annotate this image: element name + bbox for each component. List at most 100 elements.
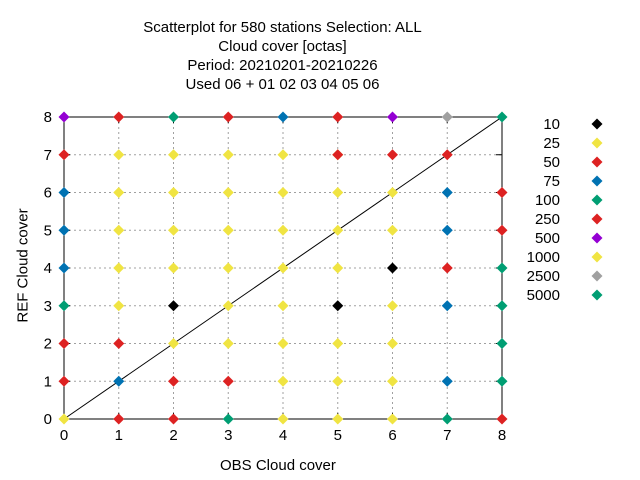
- data-point: [222, 413, 234, 425]
- data-point: [113, 187, 125, 198]
- data-point: [113, 149, 125, 161]
- data-point: [113, 375, 125, 387]
- x-tick-label: 3: [224, 427, 232, 444]
- data-point: [441, 149, 453, 161]
- data-point: [58, 300, 70, 312]
- data-point: [441, 187, 453, 198]
- data-point: [332, 375, 344, 387]
- data-point: [277, 300, 289, 312]
- data-point: [277, 413, 289, 425]
- data-point: [441, 224, 453, 236]
- data-point: [58, 187, 70, 198]
- legend-marker: [591, 137, 603, 149]
- legend-marker: [591, 251, 603, 263]
- data-point: [387, 375, 398, 387]
- data-point: [168, 375, 179, 387]
- data-point: [277, 187, 289, 198]
- data-point: [387, 111, 398, 123]
- legend-marker: [591, 156, 603, 168]
- data-point: [58, 375, 70, 387]
- data-point: [277, 262, 289, 274]
- data-point: [277, 149, 289, 161]
- x-tick-label: 7: [443, 427, 451, 444]
- data-point: [113, 262, 125, 274]
- legend-label: 1000: [527, 249, 560, 266]
- data-point: [277, 338, 289, 349]
- legend-marker: [591, 289, 603, 301]
- legend-marker: [591, 118, 603, 130]
- legend-marker: [591, 175, 603, 187]
- data-point: [441, 413, 453, 425]
- data-point: [168, 300, 179, 312]
- data-point: [168, 224, 179, 236]
- data-point: [168, 187, 179, 198]
- data-point: [277, 375, 289, 387]
- data-point: [496, 187, 508, 198]
- x-tick-label: 5: [334, 427, 342, 444]
- x-tick-label: 2: [169, 427, 177, 444]
- legend-label: 10: [543, 116, 560, 133]
- data-point: [277, 111, 289, 123]
- data-point: [58, 149, 70, 161]
- legend-label: 500: [535, 230, 560, 247]
- data-point: [332, 300, 344, 312]
- data-point: [496, 224, 508, 236]
- data-point: [496, 338, 508, 349]
- data-point: [387, 149, 398, 161]
- data-point: [387, 187, 398, 198]
- legend-marker: [591, 270, 603, 282]
- data-point: [58, 338, 70, 349]
- data-point: [441, 262, 453, 274]
- data-point: [222, 149, 234, 161]
- data-point: [222, 224, 234, 236]
- data-point: [222, 375, 234, 387]
- data-point: [222, 111, 234, 123]
- data-point: [332, 187, 344, 198]
- data-point: [222, 338, 234, 349]
- legend-marker: [591, 232, 603, 244]
- y-tick-label: 2: [44, 336, 52, 353]
- data-point: [496, 375, 508, 387]
- x-axis-label: OBS Cloud cover: [220, 457, 336, 474]
- x-tick-label: 1: [115, 427, 123, 444]
- data-point: [58, 262, 70, 274]
- data-point: [387, 338, 398, 349]
- data-point: [58, 413, 70, 425]
- y-tick-label: 1: [44, 373, 52, 390]
- y-tick-label: 7: [44, 147, 52, 164]
- legend-label: 100: [535, 192, 560, 209]
- data-point: [496, 262, 508, 274]
- data-point: [332, 262, 344, 274]
- chart-title-line-3: Period: 20210201-20210226: [187, 57, 378, 74]
- data-point: [496, 300, 508, 312]
- y-tick-label: 8: [44, 109, 52, 126]
- legend-marker: [591, 194, 603, 206]
- data-point: [332, 224, 344, 236]
- x-tick-label: 0: [60, 427, 68, 444]
- data-point: [387, 300, 398, 312]
- x-tick-label: 6: [388, 427, 396, 444]
- data-point: [168, 111, 179, 123]
- data-point: [222, 187, 234, 198]
- chart-title-line-2: Cloud cover [octas]: [218, 38, 347, 55]
- data-point: [387, 224, 398, 236]
- data-point: [496, 111, 508, 123]
- data-point: [168, 338, 179, 349]
- data-point: [168, 149, 179, 161]
- x-tick-label: 4: [279, 427, 287, 444]
- data-point: [58, 111, 70, 123]
- data-point: [113, 413, 125, 425]
- data-point: [222, 262, 234, 274]
- legend-label: 2500: [527, 268, 560, 285]
- x-tick-label: 8: [498, 427, 506, 444]
- data-point: [113, 300, 125, 312]
- data-point: [113, 338, 125, 349]
- data-point: [441, 111, 453, 123]
- data-point: [168, 413, 179, 425]
- legend-label: 25: [543, 135, 560, 152]
- legend-label: 50: [543, 154, 560, 171]
- y-tick-label: 4: [44, 260, 52, 277]
- data-point: [168, 262, 179, 274]
- y-tick-label: 6: [44, 185, 52, 202]
